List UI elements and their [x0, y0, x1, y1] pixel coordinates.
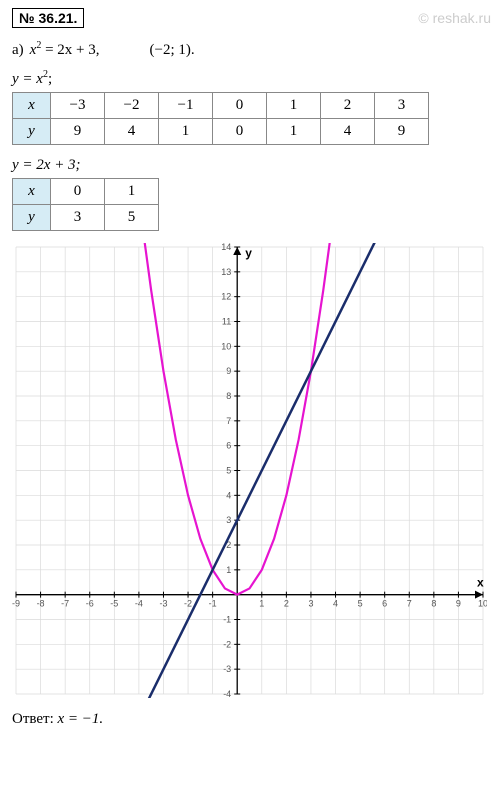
cell: 0: [213, 119, 267, 145]
table-row: y 3 5: [13, 205, 159, 231]
cell: 0: [213, 93, 267, 119]
cell: 4: [321, 119, 375, 145]
equation-line: а) x2 = 2x + 3, (−2; 1).: [12, 40, 491, 59]
row-header-y: y: [13, 205, 51, 231]
svg-text:3: 3: [226, 515, 231, 525]
svg-text:6: 6: [382, 599, 387, 609]
row-header-y: y: [13, 119, 51, 145]
equation-main: x2 = 2x + 3,: [30, 40, 100, 59]
svg-text:-1: -1: [223, 615, 231, 625]
cell: 3: [375, 93, 429, 119]
svg-text:-9: -9: [12, 599, 20, 609]
cell: 3: [51, 205, 105, 231]
svg-text:y: y: [245, 246, 252, 260]
svg-text:-3: -3: [159, 599, 167, 609]
svg-text:10: 10: [221, 341, 231, 351]
cell: 1: [267, 93, 321, 119]
svg-text:-8: -8: [37, 599, 45, 609]
svg-text:11: 11: [222, 317, 231, 327]
svg-text:5: 5: [226, 466, 231, 476]
svg-text:7: 7: [407, 599, 412, 609]
cell: −1: [159, 93, 213, 119]
table-row: y 9 4 1 0 1 4 9: [13, 119, 429, 145]
svg-text:-4: -4: [223, 689, 231, 698]
cell: 0: [51, 179, 105, 205]
func1-post: ;: [48, 71, 52, 87]
svg-text:14: 14: [221, 243, 231, 252]
watermark: © reshak.ru: [418, 10, 491, 26]
func1-label: y = x2;: [12, 69, 491, 88]
chart: -9-8-7-6-5-4-3-2-112345678910-4-3-2-1123…: [12, 243, 491, 703]
cell: 1: [105, 179, 159, 205]
svg-text:7: 7: [226, 416, 231, 426]
cell: −3: [51, 93, 105, 119]
svg-text:8: 8: [226, 391, 231, 401]
svg-text:x: x: [477, 576, 484, 590]
svg-text:8: 8: [431, 599, 436, 609]
answer: Ответ: x = −1.: [12, 711, 491, 728]
interval: (−2; 1).: [150, 42, 195, 59]
chart-svg: -9-8-7-6-5-4-3-2-112345678910-4-3-2-1123…: [12, 243, 487, 698]
cell: 2: [321, 93, 375, 119]
func1-pre: y = x: [12, 71, 43, 87]
func2-table: x 0 1 y 3 5: [12, 178, 159, 231]
cell: 9: [51, 119, 105, 145]
cell: 5: [105, 205, 159, 231]
svg-text:13: 13: [221, 267, 231, 277]
svg-text:-2: -2: [223, 639, 231, 649]
svg-text:-6: -6: [86, 599, 94, 609]
func2-label: y = 2x + 3;: [12, 157, 491, 174]
cell: 4: [105, 119, 159, 145]
eq-rhs: = 2x + 3,: [41, 42, 99, 58]
svg-text:-3: -3: [223, 664, 231, 674]
func2-text: y = 2x + 3;: [12, 157, 81, 173]
svg-text:9: 9: [456, 599, 461, 609]
svg-text:6: 6: [226, 441, 231, 451]
answer-prefix: Ответ:: [12, 711, 58, 727]
svg-text:10: 10: [478, 599, 487, 609]
svg-text:4: 4: [226, 490, 231, 500]
svg-text:-4: -4: [135, 599, 143, 609]
func1-table: x −3 −2 −1 0 1 2 3 y 9 4 1 0 1 4 9: [12, 92, 429, 145]
svg-text:3: 3: [308, 599, 313, 609]
cell: −2: [105, 93, 159, 119]
cell: 9: [375, 119, 429, 145]
table-row: x −3 −2 −1 0 1 2 3: [13, 93, 429, 119]
table-row: x 0 1: [13, 179, 159, 205]
svg-text:-2: -2: [184, 599, 192, 609]
svg-text:1: 1: [259, 599, 264, 609]
row-header-x: x: [13, 179, 51, 205]
svg-text:4: 4: [333, 599, 338, 609]
svg-text:-7: -7: [61, 599, 69, 609]
cell: 1: [267, 119, 321, 145]
row-header-x: x: [13, 93, 51, 119]
answer-value: x = −1.: [58, 711, 104, 727]
svg-text:2: 2: [284, 599, 289, 609]
svg-text:1: 1: [226, 565, 231, 575]
svg-text:9: 9: [226, 366, 231, 376]
part-label: а): [12, 42, 24, 59]
svg-text:-1: -1: [209, 599, 217, 609]
svg-text:5: 5: [358, 599, 363, 609]
svg-text:-5: -5: [110, 599, 118, 609]
cell: 1: [159, 119, 213, 145]
problem-number: № 36.21.: [12, 8, 84, 28]
svg-text:12: 12: [221, 292, 231, 302]
